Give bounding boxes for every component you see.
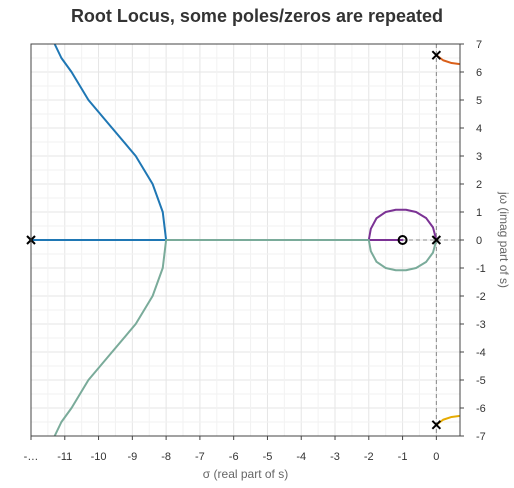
x-tick-label: -7 [195,451,205,463]
x-tick-label: -6 [229,451,239,463]
x-tick-label: 0 [433,451,439,463]
y-tick-label: -2 [476,291,486,303]
y-tick-label: 3 [476,151,482,163]
y-tick-label: -7 [476,431,486,443]
x-tick-label: -8 [161,451,171,463]
x-tick-label: -… [24,451,39,463]
x-tick-label: -3 [330,451,340,463]
locus-branch-lower-right [436,416,460,425]
x-tick-label: -1 [398,451,408,463]
x-tick-label: -10 [91,451,107,463]
y-tick-label: 0 [476,235,482,247]
y-tick-label: 5 [476,95,482,107]
x-tick-label: -9 [127,451,137,463]
y-tick-label: 7 [476,39,482,51]
y-tick-label: 2 [476,179,482,191]
y-tick-label: 4 [476,123,482,135]
x-tick-label: -5 [263,451,273,463]
y-tick-label: -3 [476,319,486,331]
x-tick-labels: -… -11 -10 -9 -8 -7 -6 -5 -4 -3 -2 -1 0 [24,436,440,463]
y-tick-label: 6 [476,67,482,79]
x-tick-label: -2 [364,451,374,463]
x-tick-label: -4 [296,451,306,463]
y-tick-labels: 7 6 5 4 3 2 1 0 -1 -2 -3 -4 -5 -6 -7 [460,39,486,443]
y-tick-label: -1 [476,263,486,275]
locus-branch-upper-right [436,55,460,64]
y-tick-label: 1 [476,207,482,219]
y-tick-label: -6 [476,403,486,415]
y-axis-title: jω (imag part of s) [497,191,511,288]
x-axis-title: σ (real part of s) [203,467,288,481]
y-tick-label: -4 [476,347,486,359]
x-tick-label: -11 [57,451,72,463]
y-tick-label: -5 [476,375,486,387]
locus-branches [31,44,460,436]
